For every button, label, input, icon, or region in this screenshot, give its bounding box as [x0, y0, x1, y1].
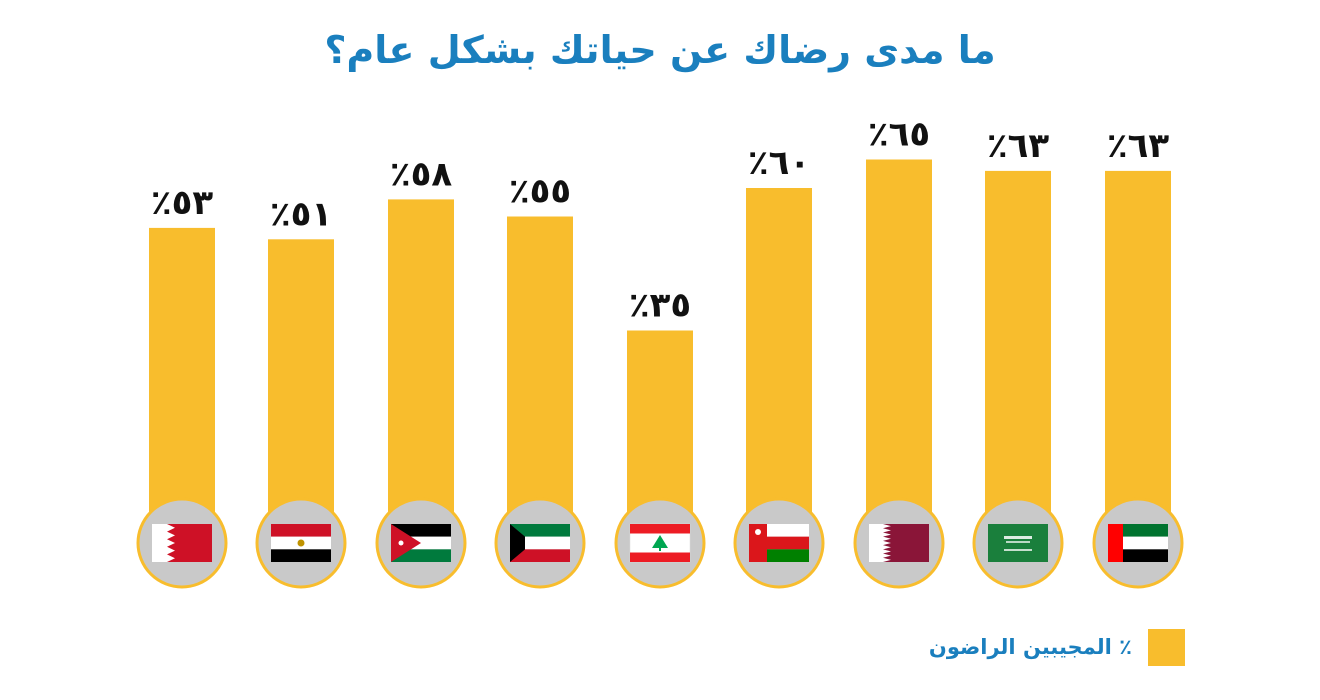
data-label: ٪٦٣ — [1107, 126, 1170, 166]
legend: ٪ المجيبين الراضون — [925, 627, 1185, 667]
legend-swatch — [1148, 628, 1185, 666]
bar — [268, 239, 334, 541]
bahrain-flag-icon — [152, 524, 212, 562]
bar — [866, 159, 932, 540]
data-label: ٪٥١ — [270, 194, 332, 234]
uae-flag-icon — [1108, 524, 1168, 562]
data-label: ٪٦٠ — [748, 143, 810, 183]
bar — [746, 188, 812, 540]
oman-flag-icon — [749, 524, 809, 562]
bar — [149, 227, 215, 540]
data-label: ٪٥٨ — [390, 154, 453, 194]
bar — [507, 216, 573, 540]
jordan-flag-icon — [391, 524, 451, 562]
kuwait-flag-icon — [510, 524, 570, 562]
chart-title: ما مدى رضاك عن حياتك بشكل عام؟ — [324, 28, 996, 72]
saudi-flag-icon — [988, 524, 1048, 562]
egypt-flag-icon — [271, 524, 331, 562]
data-label: ٪٦٣ — [987, 126, 1050, 166]
qatar-flag-icon — [869, 524, 929, 562]
data-label: ٪٦٥ — [868, 115, 930, 155]
legend-label: ٪ المجيبين الراضون — [928, 635, 1132, 659]
bar — [985, 170, 1051, 540]
bar — [1105, 170, 1171, 540]
bar — [388, 199, 454, 540]
data-label: ٪٥٣ — [151, 183, 214, 223]
data-label: ٪٥٥ — [509, 172, 571, 212]
data-label: ٪٣٥ — [629, 286, 691, 326]
lebanon-flag-icon — [629, 523, 691, 563]
